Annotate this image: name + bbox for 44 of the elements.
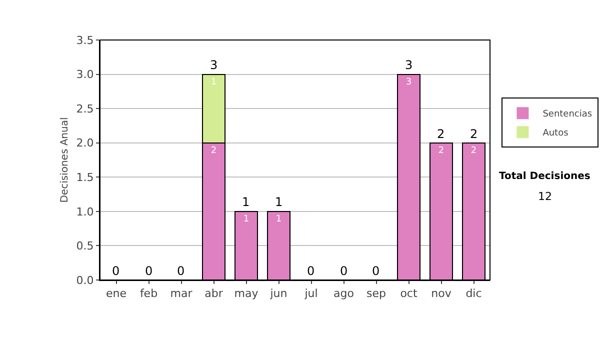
total-label: 2 [437,127,445,141]
total-label: 0 [112,264,120,278]
total-label: 1 [242,195,250,209]
data-label: 1 [276,214,282,224]
x-tick-label: ago [334,287,354,300]
legend-label: Sentencias [542,110,592,120]
total-label: 3 [405,58,413,72]
total-label: 0 [340,264,348,278]
data-label: 2 [470,146,477,156]
y-tick-label: 3.0 [76,68,94,82]
y-tick-label: 2.0 [76,136,94,150]
data-label: 2 [210,146,217,156]
x-tick-label: feb [140,287,158,300]
total-label: 0 [145,264,153,278]
y-tick-label: 0.5 [76,240,94,253]
y-tick-label: 1.5 [76,170,94,184]
legend-label: Autos [542,128,569,139]
y-axis-title: Decisiones Anual [59,117,70,203]
y-tick-label: 0.0 [76,274,94,287]
total-label: 2 [470,127,478,141]
total-label: 0 [177,264,185,278]
total-label: 0 [307,264,315,278]
total-label: 0 [372,264,380,278]
x-tick-label: jul [304,287,318,300]
data-label: 1 [210,77,217,88]
y-tick-label: 1.0 [76,205,94,218]
data-label: 3 [406,77,412,88]
x-tick-label: jun [269,287,288,300]
x-tick-label: mar [170,287,193,300]
x-tick-label: may [234,287,259,300]
total-label: 3 [210,58,218,72]
y-tick-label: 2.5 [76,102,94,116]
x-tick-label: oct [400,287,418,300]
x-tick-label: dic [466,287,482,300]
x-tick-label: sep [366,287,386,300]
text: 12 [538,190,552,203]
x-tick-label: abr [204,287,224,300]
x-tick-label: nov [431,287,452,300]
x-tick-label: ene [106,287,127,300]
y-tick-label: 3.5 [76,34,94,47]
total-label: 1 [275,195,283,209]
data-label: 2 [438,146,444,156]
text: Total Decisiones [499,171,590,182]
data-label: 1 [243,214,250,224]
